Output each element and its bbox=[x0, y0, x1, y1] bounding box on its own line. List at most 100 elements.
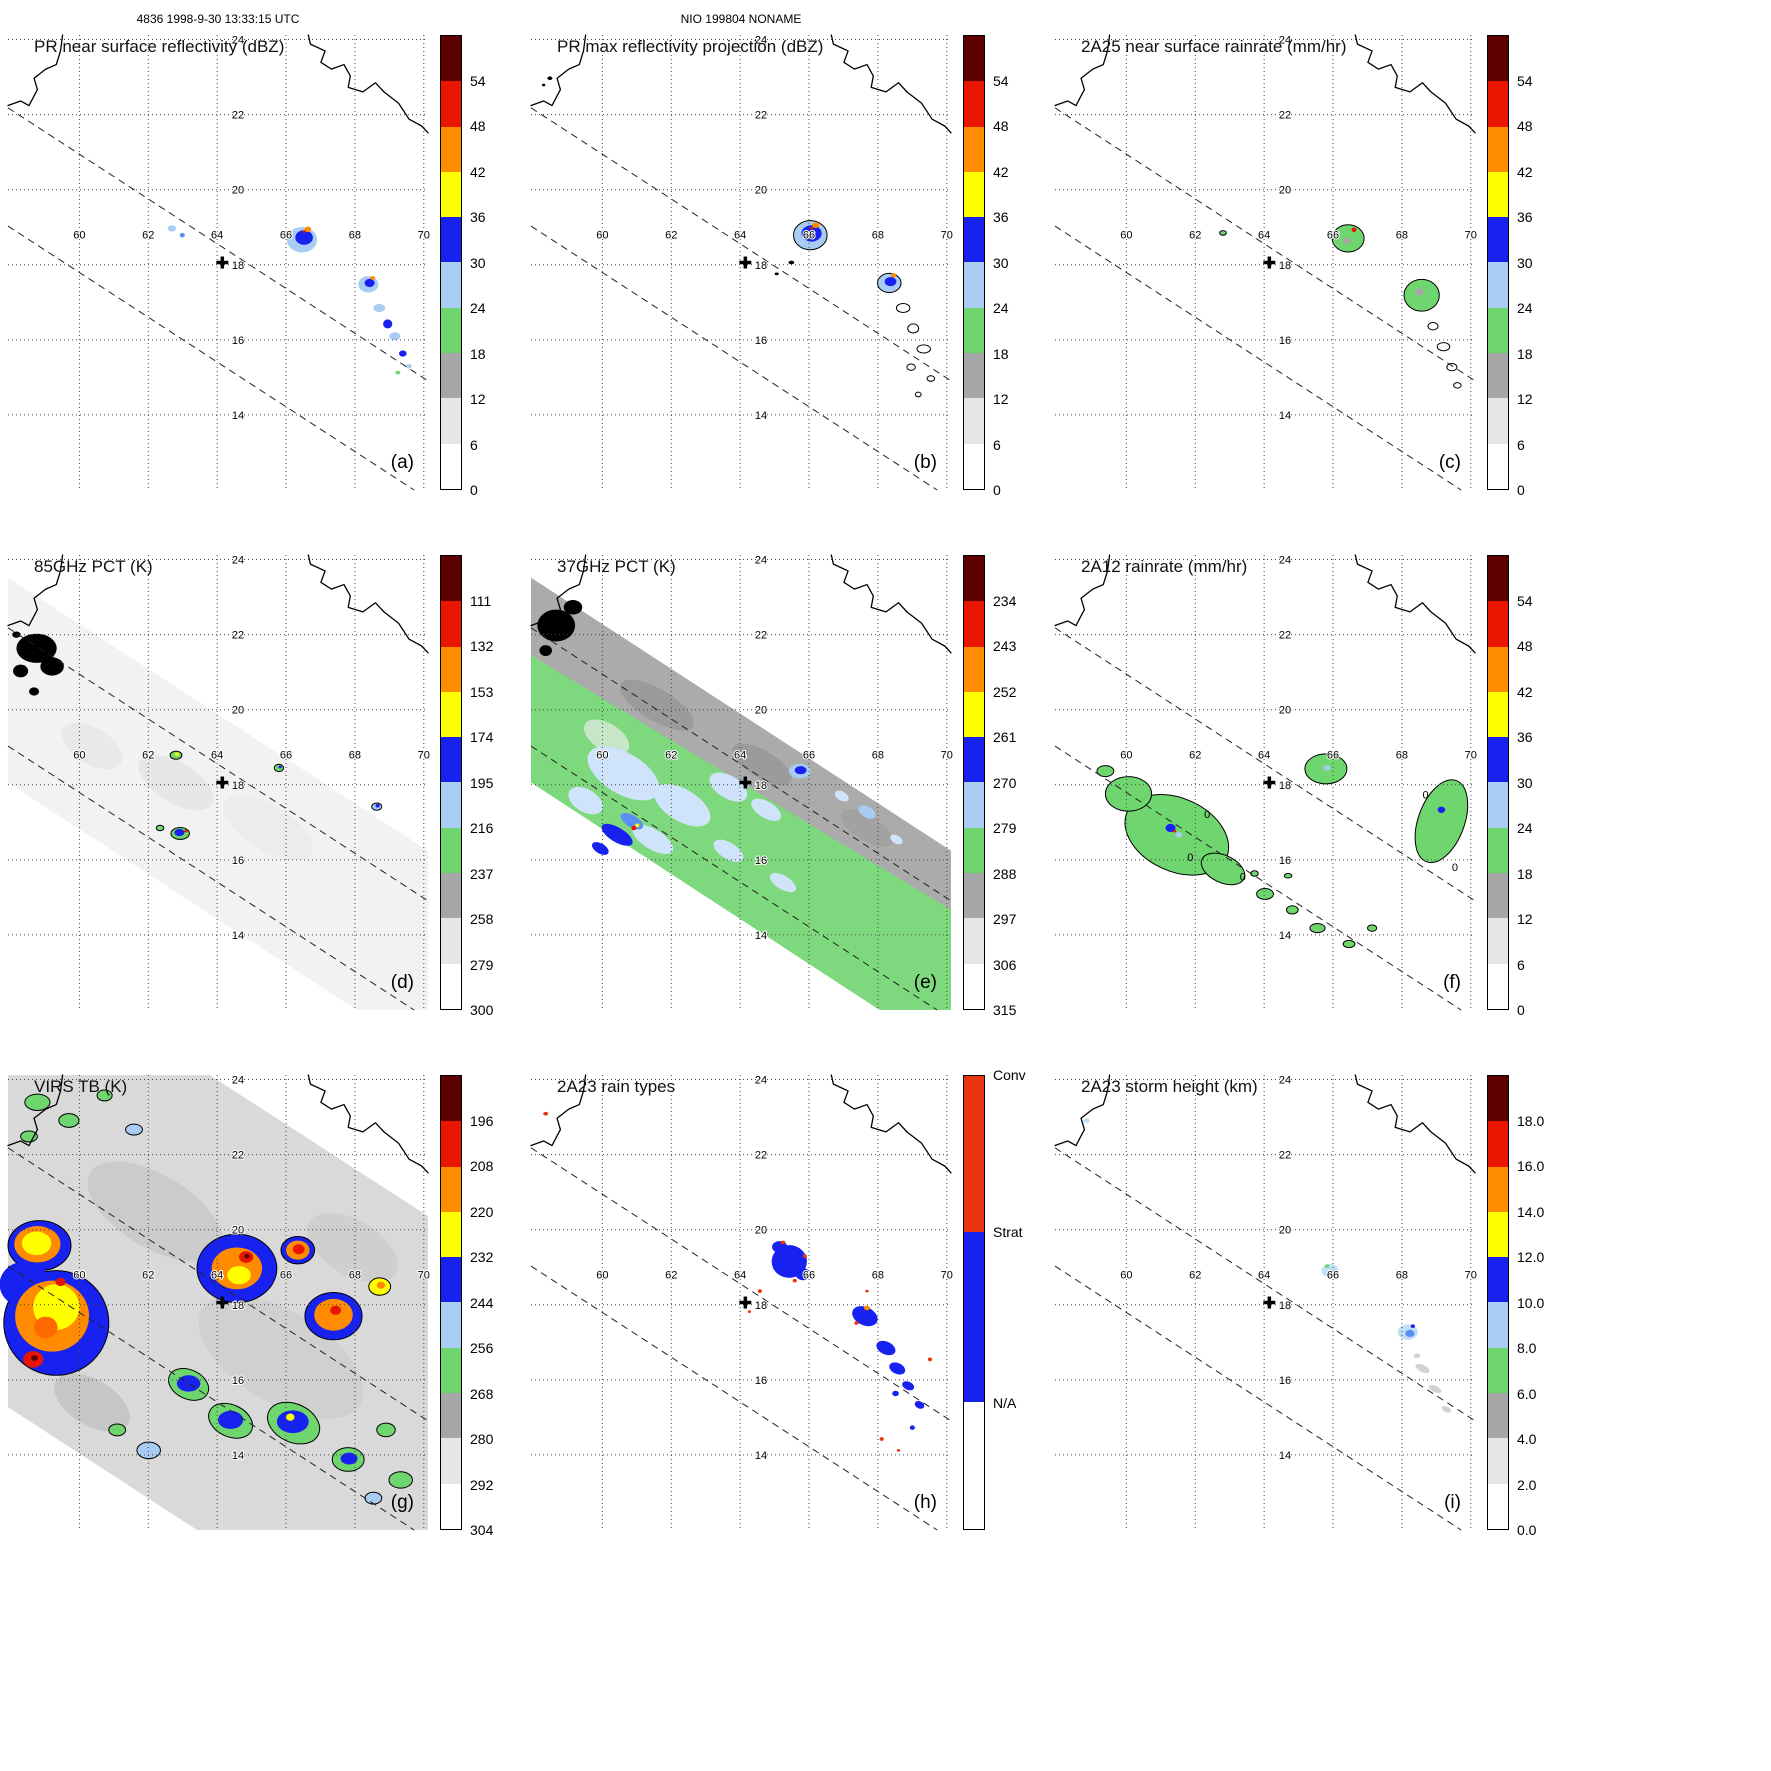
colorbar-bar bbox=[440, 555, 462, 1010]
data-feature bbox=[601, 823, 633, 846]
data-feature bbox=[273, 763, 285, 773]
colorbar-segment bbox=[441, 1302, 461, 1348]
colorbar-tick-label: 304 bbox=[470, 1522, 494, 1538]
latitude-label: 14 bbox=[1279, 1450, 1291, 1462]
data-feature bbox=[620, 679, 694, 731]
colorbar-tick-label: 36 bbox=[470, 209, 486, 225]
colorbar-tick-label: 216 bbox=[470, 820, 494, 836]
colorbar-tick-label: 258 bbox=[470, 911, 494, 927]
colorbar-tick-label: 18 bbox=[1517, 345, 1533, 362]
latitude-label: 16 bbox=[1279, 335, 1291, 347]
data-feature bbox=[1436, 342, 1451, 352]
colorbar-tick-label: 268 bbox=[470, 1385, 494, 1402]
data-feature bbox=[330, 1305, 342, 1315]
data-feature bbox=[795, 1268, 811, 1281]
panel-h: 60 62 64 66 68 70 24 22 20 18 16 14 2A23 rain types… bbox=[530, 1068, 1054, 1531]
data-feature bbox=[13, 664, 29, 678]
colorbar-segment bbox=[1488, 918, 1508, 964]
colorbar-tick-label: 48 bbox=[993, 118, 1009, 134]
data-feature bbox=[926, 375, 936, 382]
colorbar-segment bbox=[964, 36, 984, 82]
data-feature bbox=[1083, 1118, 1090, 1123]
colorbar-segment bbox=[964, 81, 984, 127]
colorbar-segment bbox=[964, 126, 984, 172]
colorbar-tick-label: 237 bbox=[470, 865, 494, 882]
latitude-label: 16 bbox=[755, 855, 767, 867]
swath-edge-line bbox=[7, 225, 415, 491]
colorbar-tick-label: 208 bbox=[470, 1158, 494, 1174]
data-feature bbox=[858, 805, 876, 819]
colorbar-category-label: N/A bbox=[993, 1394, 1017, 1411]
colorbar-segment bbox=[441, 1483, 461, 1529]
colorbar-segment bbox=[1488, 353, 1508, 399]
map-h: 60 62 64 66 68 70 24 22 20 18 16 14 2A23 rain types… bbox=[530, 1074, 954, 1531]
longitude-label: 66 bbox=[280, 749, 292, 761]
latitude-label: 22 bbox=[232, 110, 244, 122]
colorbar-bar bbox=[1487, 35, 1509, 490]
colorbar-segment bbox=[441, 126, 461, 172]
colorbar-tick-label: 24 bbox=[1517, 820, 1533, 836]
longitude-label: 64 bbox=[211, 1269, 223, 1281]
data-feature bbox=[1410, 1324, 1415, 1328]
colorbar-tick-label: 0 bbox=[1517, 482, 1525, 498]
latitude-label: 14 bbox=[1279, 410, 1291, 422]
data-feature bbox=[927, 1357, 933, 1362]
colorbar-tick-label: 30 bbox=[993, 254, 1009, 271]
map-canvas-a: 60 62 64 66 68 70 24 22 20 18 16 14 bbox=[7, 34, 431, 491]
colorbar-segment bbox=[964, 1232, 984, 1403]
longitude-label: 62 bbox=[665, 229, 677, 241]
data-feature bbox=[20, 1130, 38, 1143]
colorbar-segment bbox=[441, 556, 461, 602]
colorbar-h: Conv Strat N/A bbox=[963, 1068, 1053, 1530]
longitude-label: 64 bbox=[211, 749, 223, 761]
longitude-label: 60 bbox=[73, 749, 85, 761]
colorbar-segment bbox=[1488, 1121, 1508, 1167]
longitude-label: 64 bbox=[211, 229, 223, 241]
longitude-label: 60 bbox=[73, 229, 85, 241]
data-feature bbox=[388, 1471, 413, 1489]
data-feature bbox=[907, 323, 920, 334]
colorbar-segment bbox=[1488, 443, 1508, 489]
coastline bbox=[7, 554, 64, 627]
data-feature bbox=[802, 1254, 807, 1258]
swath-edge-line bbox=[530, 225, 938, 491]
colorbar-segment bbox=[441, 1166, 461, 1212]
swath-edge-line bbox=[7, 1265, 415, 1531]
colorbar-tick-label: 2.0 bbox=[1517, 1476, 1537, 1493]
data-feature bbox=[1413, 1353, 1421, 1359]
data-feature bbox=[1428, 1384, 1442, 1393]
data-feature bbox=[631, 825, 637, 831]
longitude-label: 68 bbox=[1396, 1269, 1408, 1281]
data-feature bbox=[244, 1253, 250, 1259]
colorbar-segment bbox=[1488, 1393, 1508, 1439]
data-feature bbox=[906, 363, 916, 371]
data-feature bbox=[314, 1298, 353, 1331]
data-feature bbox=[96, 1089, 113, 1102]
colorbar-segment bbox=[964, 1402, 984, 1529]
panel-c: 60 62 64 66 68 70 24 22 20 18 16 14 2A25 near surfa… bbox=[1054, 34, 1578, 497]
data-feature bbox=[902, 1381, 915, 1391]
coastline bbox=[1054, 554, 1111, 627]
colorbar-segment bbox=[1488, 827, 1508, 874]
longitude-label: 68 bbox=[349, 229, 361, 241]
longitude-label: 64 bbox=[734, 229, 746, 241]
data-feature bbox=[635, 823, 640, 828]
data-feature bbox=[389, 332, 401, 341]
data-feature bbox=[1285, 905, 1299, 915]
data-feature bbox=[1342, 939, 1356, 949]
data-feature bbox=[757, 1289, 762, 1293]
colorbar-segment bbox=[441, 307, 461, 354]
longitude-label: 68 bbox=[349, 749, 361, 761]
colorbar-tick-label: 54 bbox=[1517, 592, 1533, 609]
colorbar-tick-label: 132 bbox=[470, 638, 494, 654]
latitude-label: 22 bbox=[1279, 630, 1291, 642]
data-feature bbox=[306, 1212, 398, 1283]
contour-label: 0 bbox=[1240, 871, 1246, 883]
data-feature bbox=[1325, 1264, 1330, 1268]
longitude-label: 60 bbox=[1120, 1269, 1132, 1281]
colorbar-tick-label: 234 bbox=[993, 592, 1017, 609]
longitude-label: 62 bbox=[1189, 749, 1201, 761]
swath-edge-line bbox=[1054, 627, 1476, 902]
coastline bbox=[530, 1074, 587, 1147]
colorbar-tick-label: 252 bbox=[993, 683, 1017, 700]
